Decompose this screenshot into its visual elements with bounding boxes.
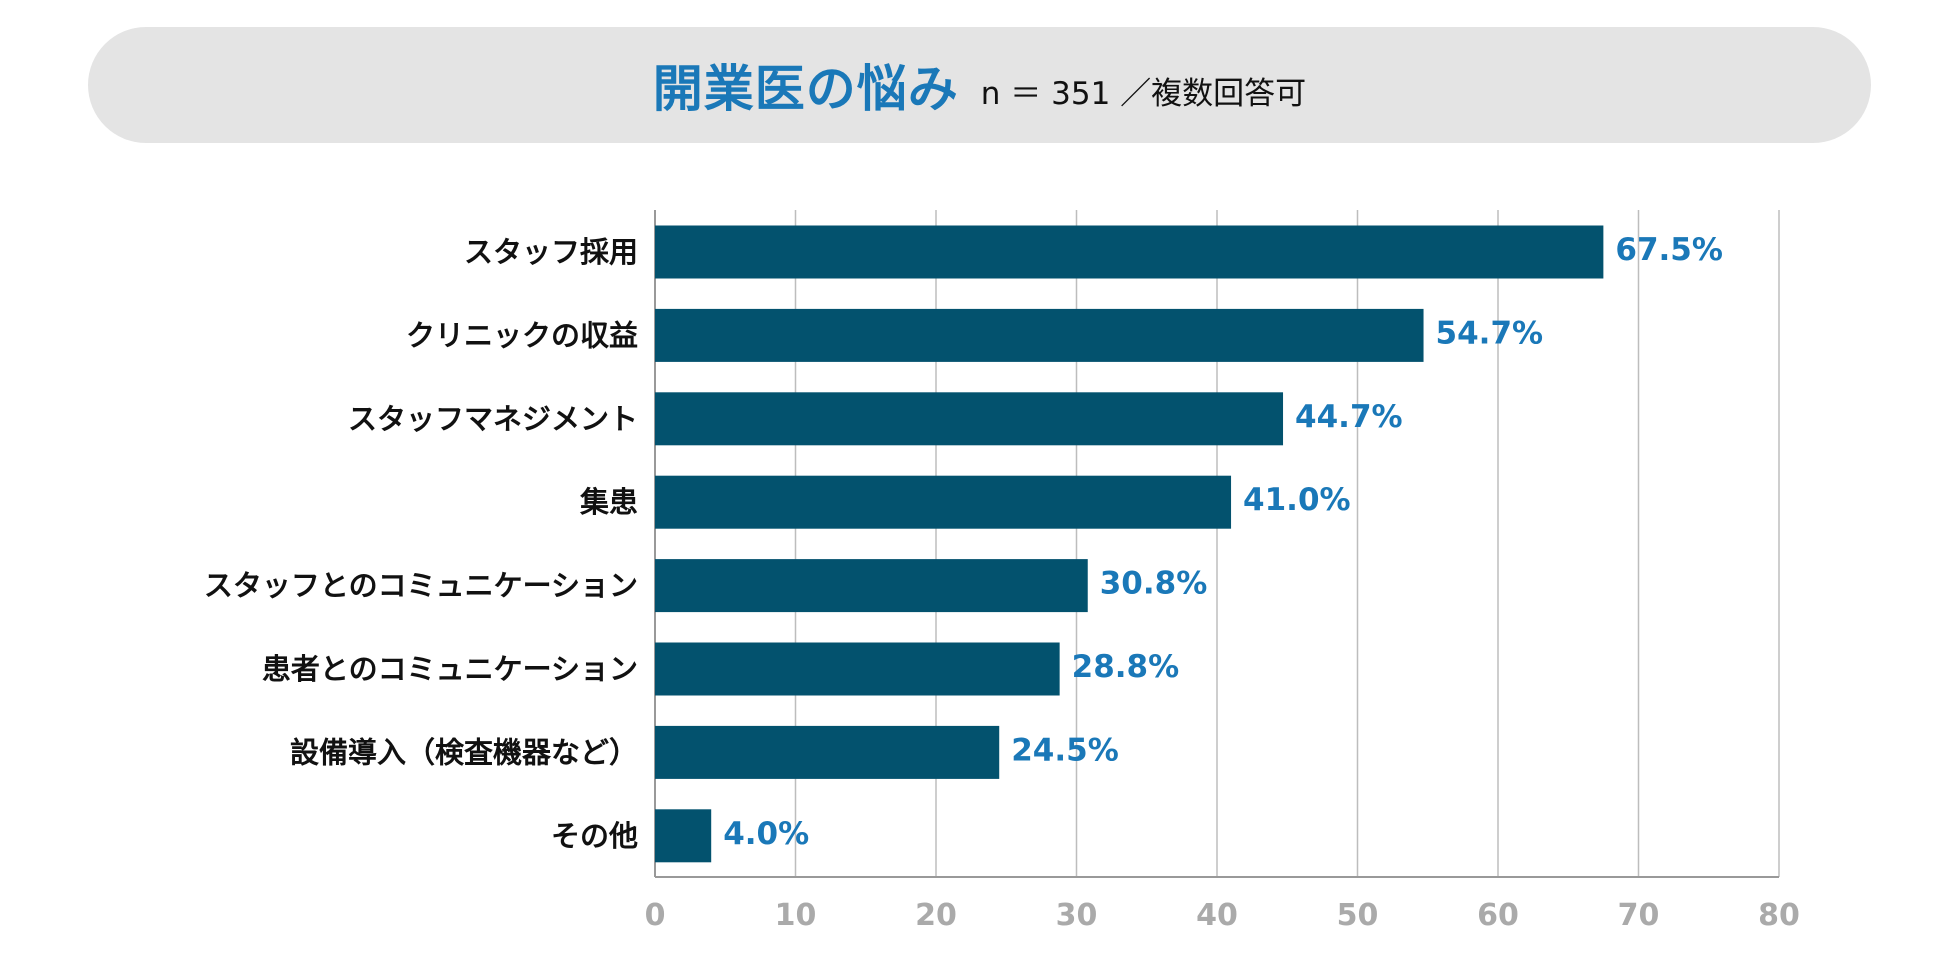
value-label-4: 41.0% <box>1243 482 1351 518</box>
value-label-1: 67.5% <box>1615 232 1723 268</box>
category-label-3: スタッフマネジメント <box>348 402 638 436</box>
category-label-2: クリニックの収益 <box>406 318 638 352</box>
chart-subtitle: n ＝ 351 ／複数回答可 <box>980 75 1307 112</box>
x-tick-label-40: 40 <box>1196 898 1238 933</box>
bar-6 <box>655 642 1060 696</box>
x-tick-label-30: 30 <box>1056 898 1098 933</box>
value-labels: 67.5% 54.7% 44.7% 41.0% 30.8% 28.8% 24.5% 4.0% <box>723 232 1723 852</box>
bar-2 <box>655 308 1424 362</box>
value-label-5: 30.8% <box>1100 566 1208 602</box>
bar-1 <box>655 225 1604 279</box>
value-label-8: 4.0% <box>723 816 809 852</box>
bar-7 <box>655 725 1000 779</box>
category-label-1: スタッフ採用 <box>464 235 638 269</box>
category-label-7: 設備導入（検査機器など） <box>290 735 638 769</box>
title-banner: 開業医の悩み n ＝ 351 ／複数回答可 <box>88 27 1871 143</box>
x-tick-label-50: 50 <box>1337 898 1379 933</box>
x-tick-label-60: 60 <box>1477 898 1519 933</box>
x-tick-label-20: 20 <box>915 898 957 933</box>
value-label-7: 24.5% <box>1011 732 1119 768</box>
bar-4 <box>655 475 1232 529</box>
value-label-6: 28.8% <box>1072 649 1180 685</box>
value-label-3: 44.7% <box>1295 399 1403 435</box>
chart-title: 開業医の悩み <box>652 60 959 118</box>
category-label-5: スタッフとのコミュニケーション <box>204 569 638 603</box>
bar-3 <box>655 392 1284 446</box>
category-label-4: 集患 <box>579 485 638 519</box>
x-axis-ticks: 0 10 20 30 40 50 60 70 80 <box>645 898 1800 933</box>
value-label-2: 54.7% <box>1436 315 1544 351</box>
category-labels: スタッフ採用クリニックの収益スタッフマネジメント集患スタッフとのコミュニケーショ… <box>204 235 638 853</box>
bar-5 <box>655 559 1088 613</box>
bars <box>655 225 1604 863</box>
category-label-8: その他 <box>551 819 638 853</box>
x-tick-label-70: 70 <box>1618 898 1660 933</box>
category-label-6: 患者とのコミュニケーション <box>262 652 638 686</box>
bar-8 <box>655 809 712 863</box>
x-tick-label-10: 10 <box>775 898 817 933</box>
x-tick-label-0: 0 <box>645 898 666 933</box>
x-tick-label-80: 80 <box>1758 898 1800 933</box>
